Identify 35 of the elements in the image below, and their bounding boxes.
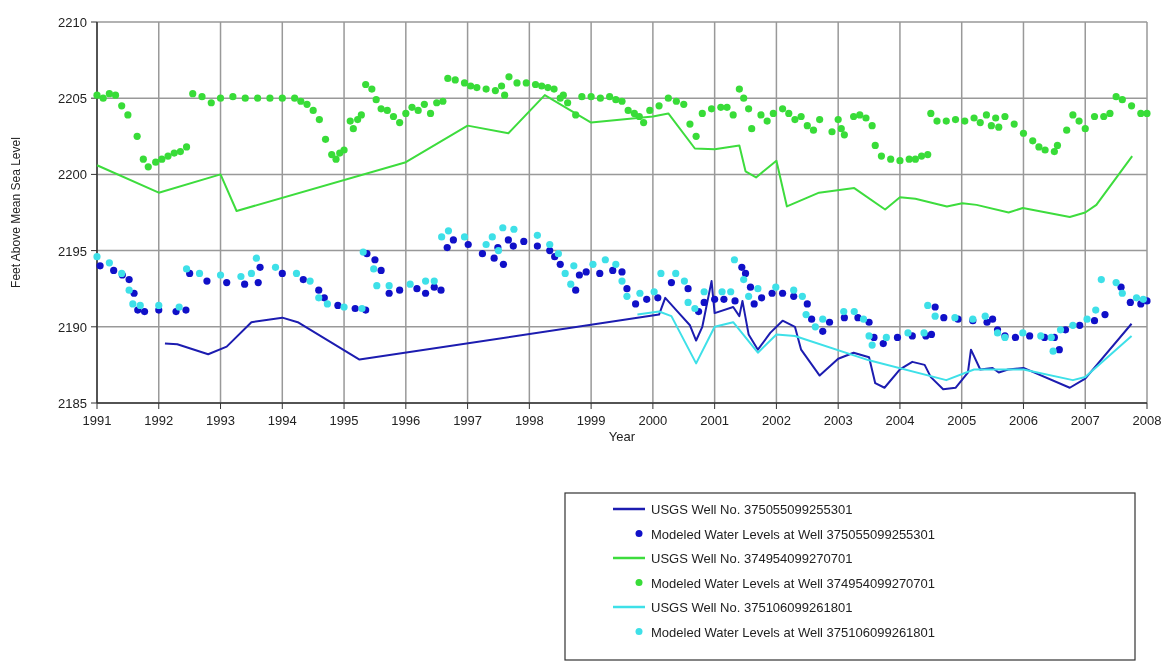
x-tick-label: 1995: [329, 413, 359, 428]
x-tick-label: 2004: [885, 413, 915, 428]
x-tick-label: 2006: [1009, 413, 1038, 428]
x-tick-label: 2008: [1132, 413, 1162, 428]
legend-label: Modeled Water Levels at Well 375055099255301: [651, 526, 936, 542]
legend-label: Modeled Water Levels at Well 375106099261801: [651, 624, 936, 640]
x-tick-label: 2002: [761, 413, 791, 428]
x-tick-label: 1997: [453, 413, 483, 428]
x-tick-label: 1999: [576, 413, 606, 428]
line-series: [163, 280, 1133, 391]
legend-label: USGS Well No. 374954099270701: [651, 551, 853, 566]
legend-label: USGS Well No. 375106099261801: [651, 600, 853, 615]
x-tick-label: 1992: [144, 413, 174, 428]
y-tick-label: 2195: [58, 243, 87, 259]
x-axis-title: Year: [608, 429, 636, 444]
line-series: [96, 94, 1134, 219]
y-tick-label: 2210: [58, 15, 87, 30]
legend-label: Modeled Water Levels at Well 374954099270701: [651, 575, 936, 591]
x-tick-label: 1991: [82, 413, 112, 428]
y-tick-label: 2205: [58, 91, 87, 107]
x-tick-label: 2003: [823, 413, 853, 428]
x-tick-label: 2001: [700, 413, 730, 428]
y-tick-label: 2185: [58, 396, 87, 411]
x-tick-label: 1998: [514, 413, 544, 428]
x-tick-label: 2005: [947, 413, 977, 428]
x-tick-label: 2007: [1070, 413, 1100, 428]
y-tick-label: 2190: [58, 319, 87, 335]
x-tick-label: 1994: [267, 413, 297, 428]
y-tick-label: 2200: [58, 167, 87, 183]
line-series: [636, 310, 1133, 382]
x-tick-label: 1993: [206, 413, 235, 428]
x-tick-label: 1996: [391, 413, 421, 428]
legend-label: USGS Well No. 375055099255301: [651, 502, 853, 517]
x-tick-label: 2000: [638, 413, 668, 428]
y-axis-title: Feet Above Mean Sea Level: [9, 137, 23, 288]
